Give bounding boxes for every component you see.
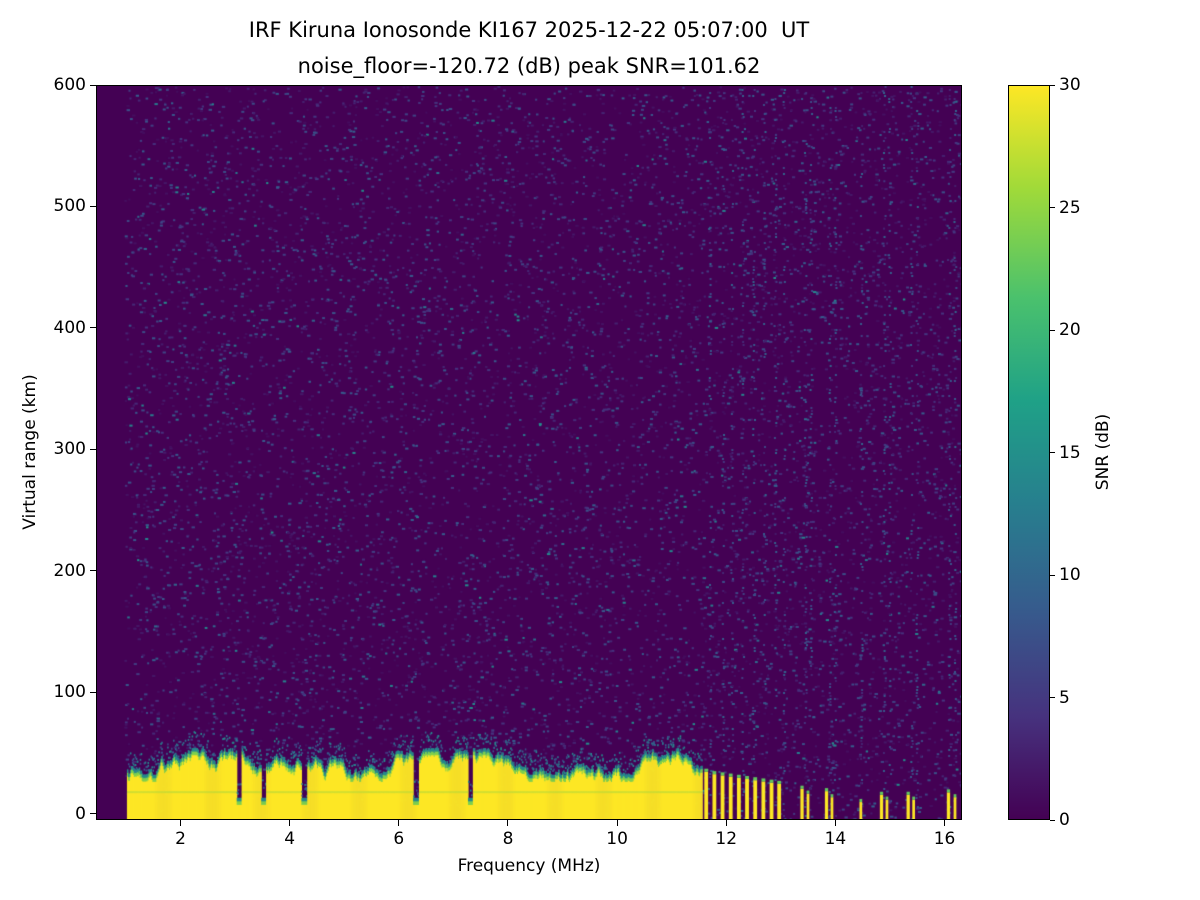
x-tick-label: 8 — [502, 829, 514, 849]
chart-title: IRF Kiruna Ionosonde KI167 2025-12-22 05… — [248, 18, 810, 42]
colorbar-tick-mark — [1050, 819, 1055, 821]
heatmap-canvas — [97, 86, 961, 819]
y-tick-label: 300 — [53, 439, 86, 460]
colorbar — [1008, 85, 1050, 820]
y-tick-label: 100 — [53, 682, 86, 703]
plot-area — [96, 85, 962, 820]
y-tick-mark — [90, 448, 96, 450]
colorbar-tick-label: 30 — [1059, 75, 1081, 95]
colorbar-tick-mark — [1050, 84, 1055, 86]
x-tick-label: 4 — [284, 829, 296, 849]
y-tick-label: 600 — [53, 75, 86, 95]
x-tick-mark — [398, 820, 400, 826]
y-tick-label: 0 — [75, 803, 86, 824]
y-tick-mark — [90, 570, 96, 572]
x-tick-label: 14 — [824, 829, 847, 849]
x-tick-mark — [944, 820, 946, 826]
x-tick-mark — [616, 820, 618, 826]
x-tick-mark — [180, 820, 182, 826]
colorbar-tick-label: 0 — [1059, 810, 1070, 830]
x-tick-label: 10 — [606, 829, 628, 849]
y-tick-mark — [90, 327, 96, 329]
y-tick-label: 400 — [53, 317, 86, 338]
colorbar-tick-mark — [1050, 329, 1055, 331]
colorbar-tick-label: 15 — [1059, 442, 1081, 463]
colorbar-tick-label: 25 — [1059, 197, 1081, 218]
colorbar-tick-label: 20 — [1059, 320, 1081, 340]
colorbar-label: SNR (dB) — [1093, 413, 1113, 491]
colorbar-tick-mark — [1050, 697, 1055, 698]
x-tick-mark — [289, 820, 291, 826]
x-axis-label: Frequency (MHz) — [457, 856, 601, 876]
y-tick-label: 200 — [53, 560, 86, 581]
y-tick-mark — [90, 691, 96, 693]
chart-subtitle: noise_floor=-120.72 (dB) peak SNR=101.62 — [297, 54, 761, 78]
y-tick-mark — [90, 205, 96, 207]
x-tick-label: 6 — [393, 829, 405, 849]
colorbar-tick-mark — [1050, 574, 1055, 576]
y-tick-mark — [90, 813, 96, 815]
y-tick-label: 500 — [53, 196, 86, 217]
x-tick-mark — [725, 820, 727, 826]
colorbar-tick-label: 5 — [1059, 687, 1070, 708]
x-tick-label: 2 — [175, 829, 186, 849]
x-tick-label: 16 — [933, 829, 956, 849]
y-tick-mark — [90, 84, 96, 86]
colorbar-tick-label: 10 — [1059, 565, 1081, 585]
colorbar-tick-mark — [1050, 207, 1055, 208]
x-tick-mark — [834, 820, 836, 826]
x-tick-label: 12 — [715, 829, 738, 849]
colorbar-tick-mark — [1050, 452, 1055, 453]
x-tick-mark — [507, 820, 509, 826]
